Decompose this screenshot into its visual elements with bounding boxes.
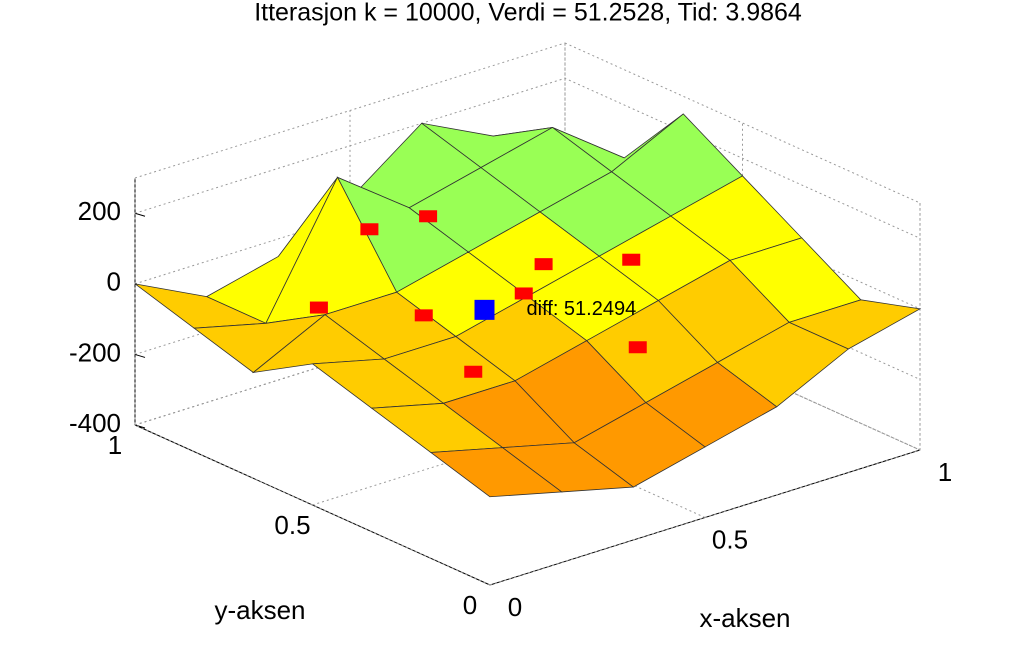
annotation: diff: 51.2494 (527, 298, 637, 320)
tick-mark (134, 353, 146, 358)
y-tick-label: 0 (463, 590, 477, 620)
marker (360, 223, 379, 236)
x-tick-label: 0.5 (712, 524, 748, 554)
x-tick-label: 0 (508, 592, 522, 622)
x-tick-label: 1 (938, 457, 952, 487)
surface-face (429, 447, 563, 498)
marker (464, 365, 483, 378)
z-tick-label: -200 (69, 337, 121, 367)
grid-line (489, 203, 921, 586)
y-tick-label: 0.5 (274, 510, 310, 540)
chart-title: Itterasjon k = 10000, Verdi = 51.2528, T… (254, 0, 802, 27)
z-tick-label: 200 (78, 196, 121, 226)
z-tick-label: -400 (69, 408, 121, 438)
marker (628, 341, 647, 354)
y-tick-label: 1 (108, 430, 122, 460)
marker (309, 301, 328, 314)
y-axis-label: y-aksen (214, 595, 305, 625)
marker (514, 287, 533, 300)
tick-mark (134, 424, 146, 429)
highlight-marker (474, 299, 495, 320)
marker (534, 258, 553, 271)
z-tick-label: 0 (107, 267, 121, 297)
x-axis-label: x-aksen (699, 603, 790, 633)
tick-mark (134, 212, 146, 217)
marker (414, 309, 433, 322)
marker (622, 253, 641, 266)
marker (419, 210, 438, 223)
